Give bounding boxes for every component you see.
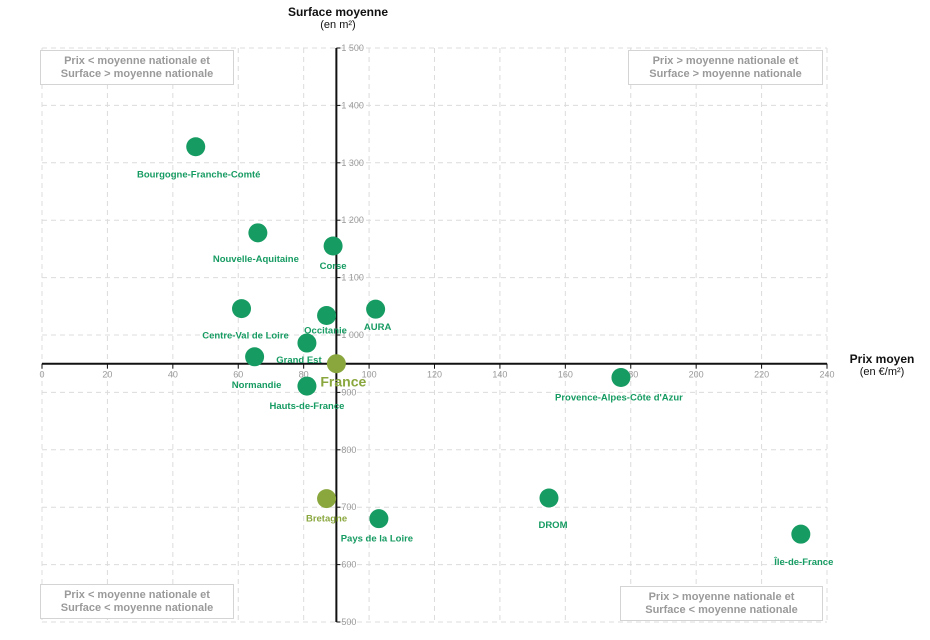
quadrant-text-line: Prix > moyenne nationale et xyxy=(652,55,799,67)
point-grand-est xyxy=(297,333,317,353)
label-centre-val-de-loire: Centre-Val de Loire xyxy=(202,331,289,342)
x-tick-label: 20 xyxy=(102,370,112,380)
label-corse: Corse xyxy=(320,261,347,272)
point-corse xyxy=(323,236,343,256)
grid xyxy=(41,47,828,623)
x-axis-title: Prix moyen (en €/m²) xyxy=(840,352,924,378)
point-occitanie xyxy=(317,305,337,325)
x-tick-label: 160 xyxy=(558,370,573,380)
point-pays-de-la-loire xyxy=(369,509,389,529)
y-tick-label: 1 000 xyxy=(341,330,364,340)
x-tick-label: 100 xyxy=(362,370,377,380)
quadrant-text-line: Prix > moyenne nationale et xyxy=(648,591,795,603)
y-tick-label: 900 xyxy=(341,387,356,397)
x-tick-label: 220 xyxy=(754,370,769,380)
x-tick-label: 240 xyxy=(819,370,834,380)
y-axis-unit: (en m²) xyxy=(320,19,356,31)
quadrant-bottom-left: Prix < moyenne nationale et Surface < moy… xyxy=(40,584,234,619)
quadrant-text-line: Surface > moyenne nationale xyxy=(60,68,214,80)
x-tick-label: 0 xyxy=(39,370,44,380)
point-bourgogne-franche-comte xyxy=(186,137,206,157)
data-points xyxy=(186,137,811,544)
label-france: France xyxy=(320,374,366,390)
label-bourgogne-franche-comte: Bourgogne-Franche-Comté xyxy=(137,170,261,181)
point-bretagne xyxy=(317,489,337,509)
data-labels: Bourgogne-Franche-Comté Nouvelle-Aquitain… xyxy=(137,170,833,568)
label-bretagne: Bretagne xyxy=(306,514,347,525)
label-hauts-de-france: Hauts-de-France xyxy=(269,401,344,412)
label-normandie: Normandie xyxy=(232,380,282,391)
label-aura: AURA xyxy=(364,322,392,333)
point-nouvelle-aquitaine xyxy=(248,223,268,243)
x-axis-unit: (en €/m²) xyxy=(859,366,905,378)
x-tick-label: 180 xyxy=(623,370,638,380)
x-tick-label: 120 xyxy=(427,370,442,380)
x-tick-label: 200 xyxy=(689,370,704,380)
quadrant-bottom-right: Prix > moyenne nationale et Surface < moy… xyxy=(620,586,823,621)
label-grand-est: Grand Est xyxy=(276,355,322,366)
x-tick-label: 40 xyxy=(168,370,178,380)
point-normandie xyxy=(245,347,265,367)
point-provence-alpes-cote-d-azur xyxy=(611,367,631,387)
y-tick-label: 1 300 xyxy=(341,158,364,168)
quadrant-text-line: Surface < moyenne nationale xyxy=(645,604,798,616)
y-tick-label: 1 200 xyxy=(341,215,364,225)
y-tick-label: 800 xyxy=(341,445,356,455)
tick-labels: 0 20 40 60 80 100 120 140 160 180 200 220 240 500 600 7… xyxy=(39,43,834,627)
y-tick-label: 1 100 xyxy=(341,273,364,283)
point-ile-de-france xyxy=(791,524,811,544)
point-drom xyxy=(539,488,559,508)
y-tick-label: 1 500 xyxy=(341,43,364,53)
label-drom: DROM xyxy=(538,520,567,531)
y-axis-label: Surface moyenne xyxy=(287,5,389,19)
quadrant-text-line: Prix < moyenne nationale et xyxy=(64,55,210,67)
quadrant-text-line: Prix < moyenne nationale et xyxy=(64,589,210,601)
y-axis-title: Surface moyenne (en m²) xyxy=(268,5,408,31)
y-tick-label: 500 xyxy=(341,617,356,627)
point-aura xyxy=(366,299,386,319)
x-axis-label: Prix moyen xyxy=(849,352,915,366)
x-tick-label: 140 xyxy=(492,370,507,380)
y-tick-label: 1 400 xyxy=(341,100,364,110)
y-tick-label: 600 xyxy=(341,560,356,570)
x-tick-label: 60 xyxy=(233,370,243,380)
point-hauts-de-france xyxy=(297,376,317,396)
quadrant-text-line: Surface < moyenne nationale xyxy=(60,602,214,614)
label-occitanie: Occitanie xyxy=(304,325,347,336)
point-france xyxy=(326,354,346,374)
quadrant-top-right: Prix > moyenne nationale et Surface > moy… xyxy=(628,50,823,85)
label-nouvelle-aquitaine: Nouvelle-Aquitaine xyxy=(213,254,299,265)
x-tick-label: 80 xyxy=(299,370,309,380)
label-provence-alpes-cote-d-azur: Provence-Alpes-Côte d'Azur xyxy=(555,392,683,403)
quadrant-top-left: Prix < moyenne nationale et Surface > moy… xyxy=(40,50,234,85)
y-tick-label: 700 xyxy=(341,502,356,512)
point-centre-val-de-loire xyxy=(232,299,252,319)
label-ile-de-france: Île-de-France xyxy=(773,556,833,568)
quadrant-text-line: Surface > moyenne nationale xyxy=(649,68,802,80)
label-pays-de-la-loire: Pays de la Loire xyxy=(341,534,413,545)
